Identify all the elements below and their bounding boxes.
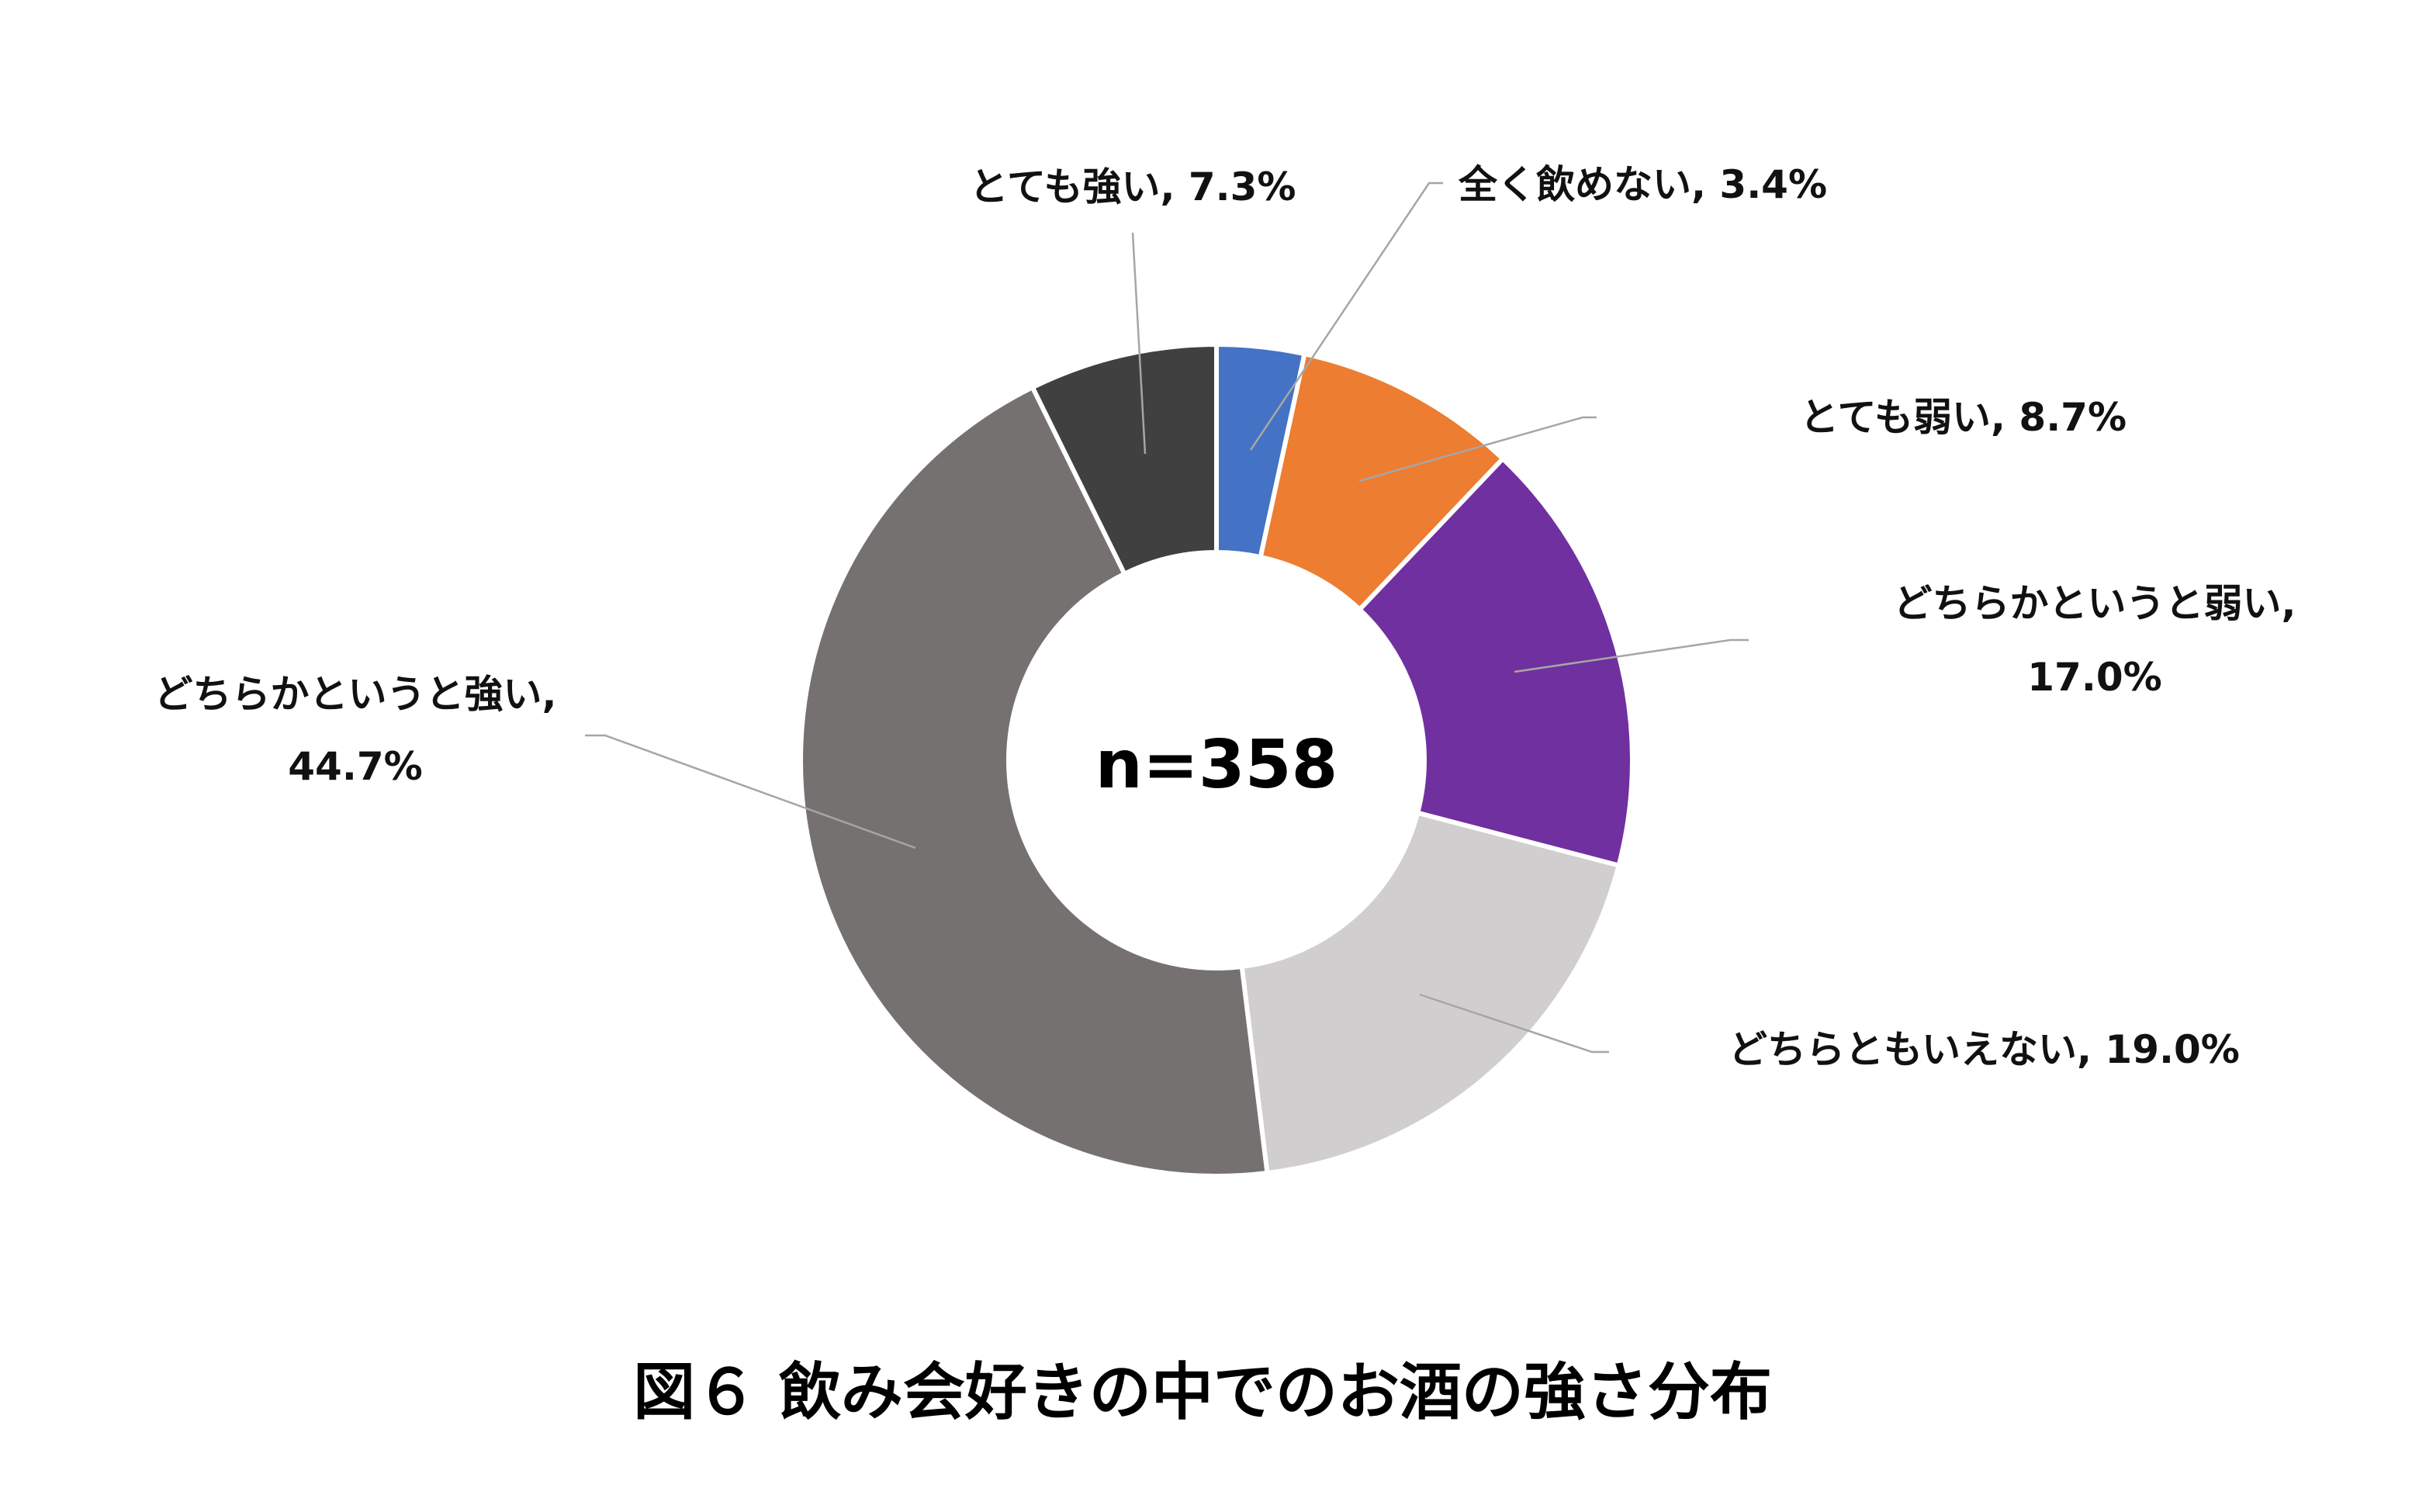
donut-slice <box>1356 455 1635 869</box>
slice-label: どちらかというと強い, <box>154 672 557 717</box>
slice-label: 44.7% <box>288 744 422 789</box>
leader-line <box>1419 993 1609 1054</box>
center-sample-size: n=358 <box>1095 726 1338 804</box>
leader-lines <box>585 182 1749 1054</box>
slice-label: とても弱い, 8.7% <box>1800 395 2127 440</box>
slice-label: どちらかというと弱い, <box>1894 581 2296 626</box>
slice-labels: 全く飲めない, 3.4% とても弱い, 8.7% どちらかというと弱い, 17.0% ど… <box>154 162 2296 1072</box>
slice-label: とても強い, 7.3% <box>969 164 1296 209</box>
leader-line <box>585 734 916 849</box>
donut-slices <box>798 341 1635 1178</box>
chart-title: 図６ 飲み会好きの中でのお酒の強さ分布 <box>633 1356 1772 1428</box>
leader-line <box>1358 416 1597 483</box>
donut-slice <box>798 384 1270 1178</box>
slice-label: どちらともいえない, 19.0% <box>1729 1027 2240 1072</box>
leader-line <box>1131 232 1147 455</box>
donut-slice <box>1258 351 1507 613</box>
leader-line <box>1249 182 1443 451</box>
donut-slice <box>1029 341 1219 577</box>
donut-slice <box>1239 810 1622 1176</box>
slice-label: 17.0% <box>2027 655 2161 700</box>
slice-label: 全く飲めない, 3.4% <box>1458 162 1827 207</box>
leader-line <box>1514 638 1749 673</box>
